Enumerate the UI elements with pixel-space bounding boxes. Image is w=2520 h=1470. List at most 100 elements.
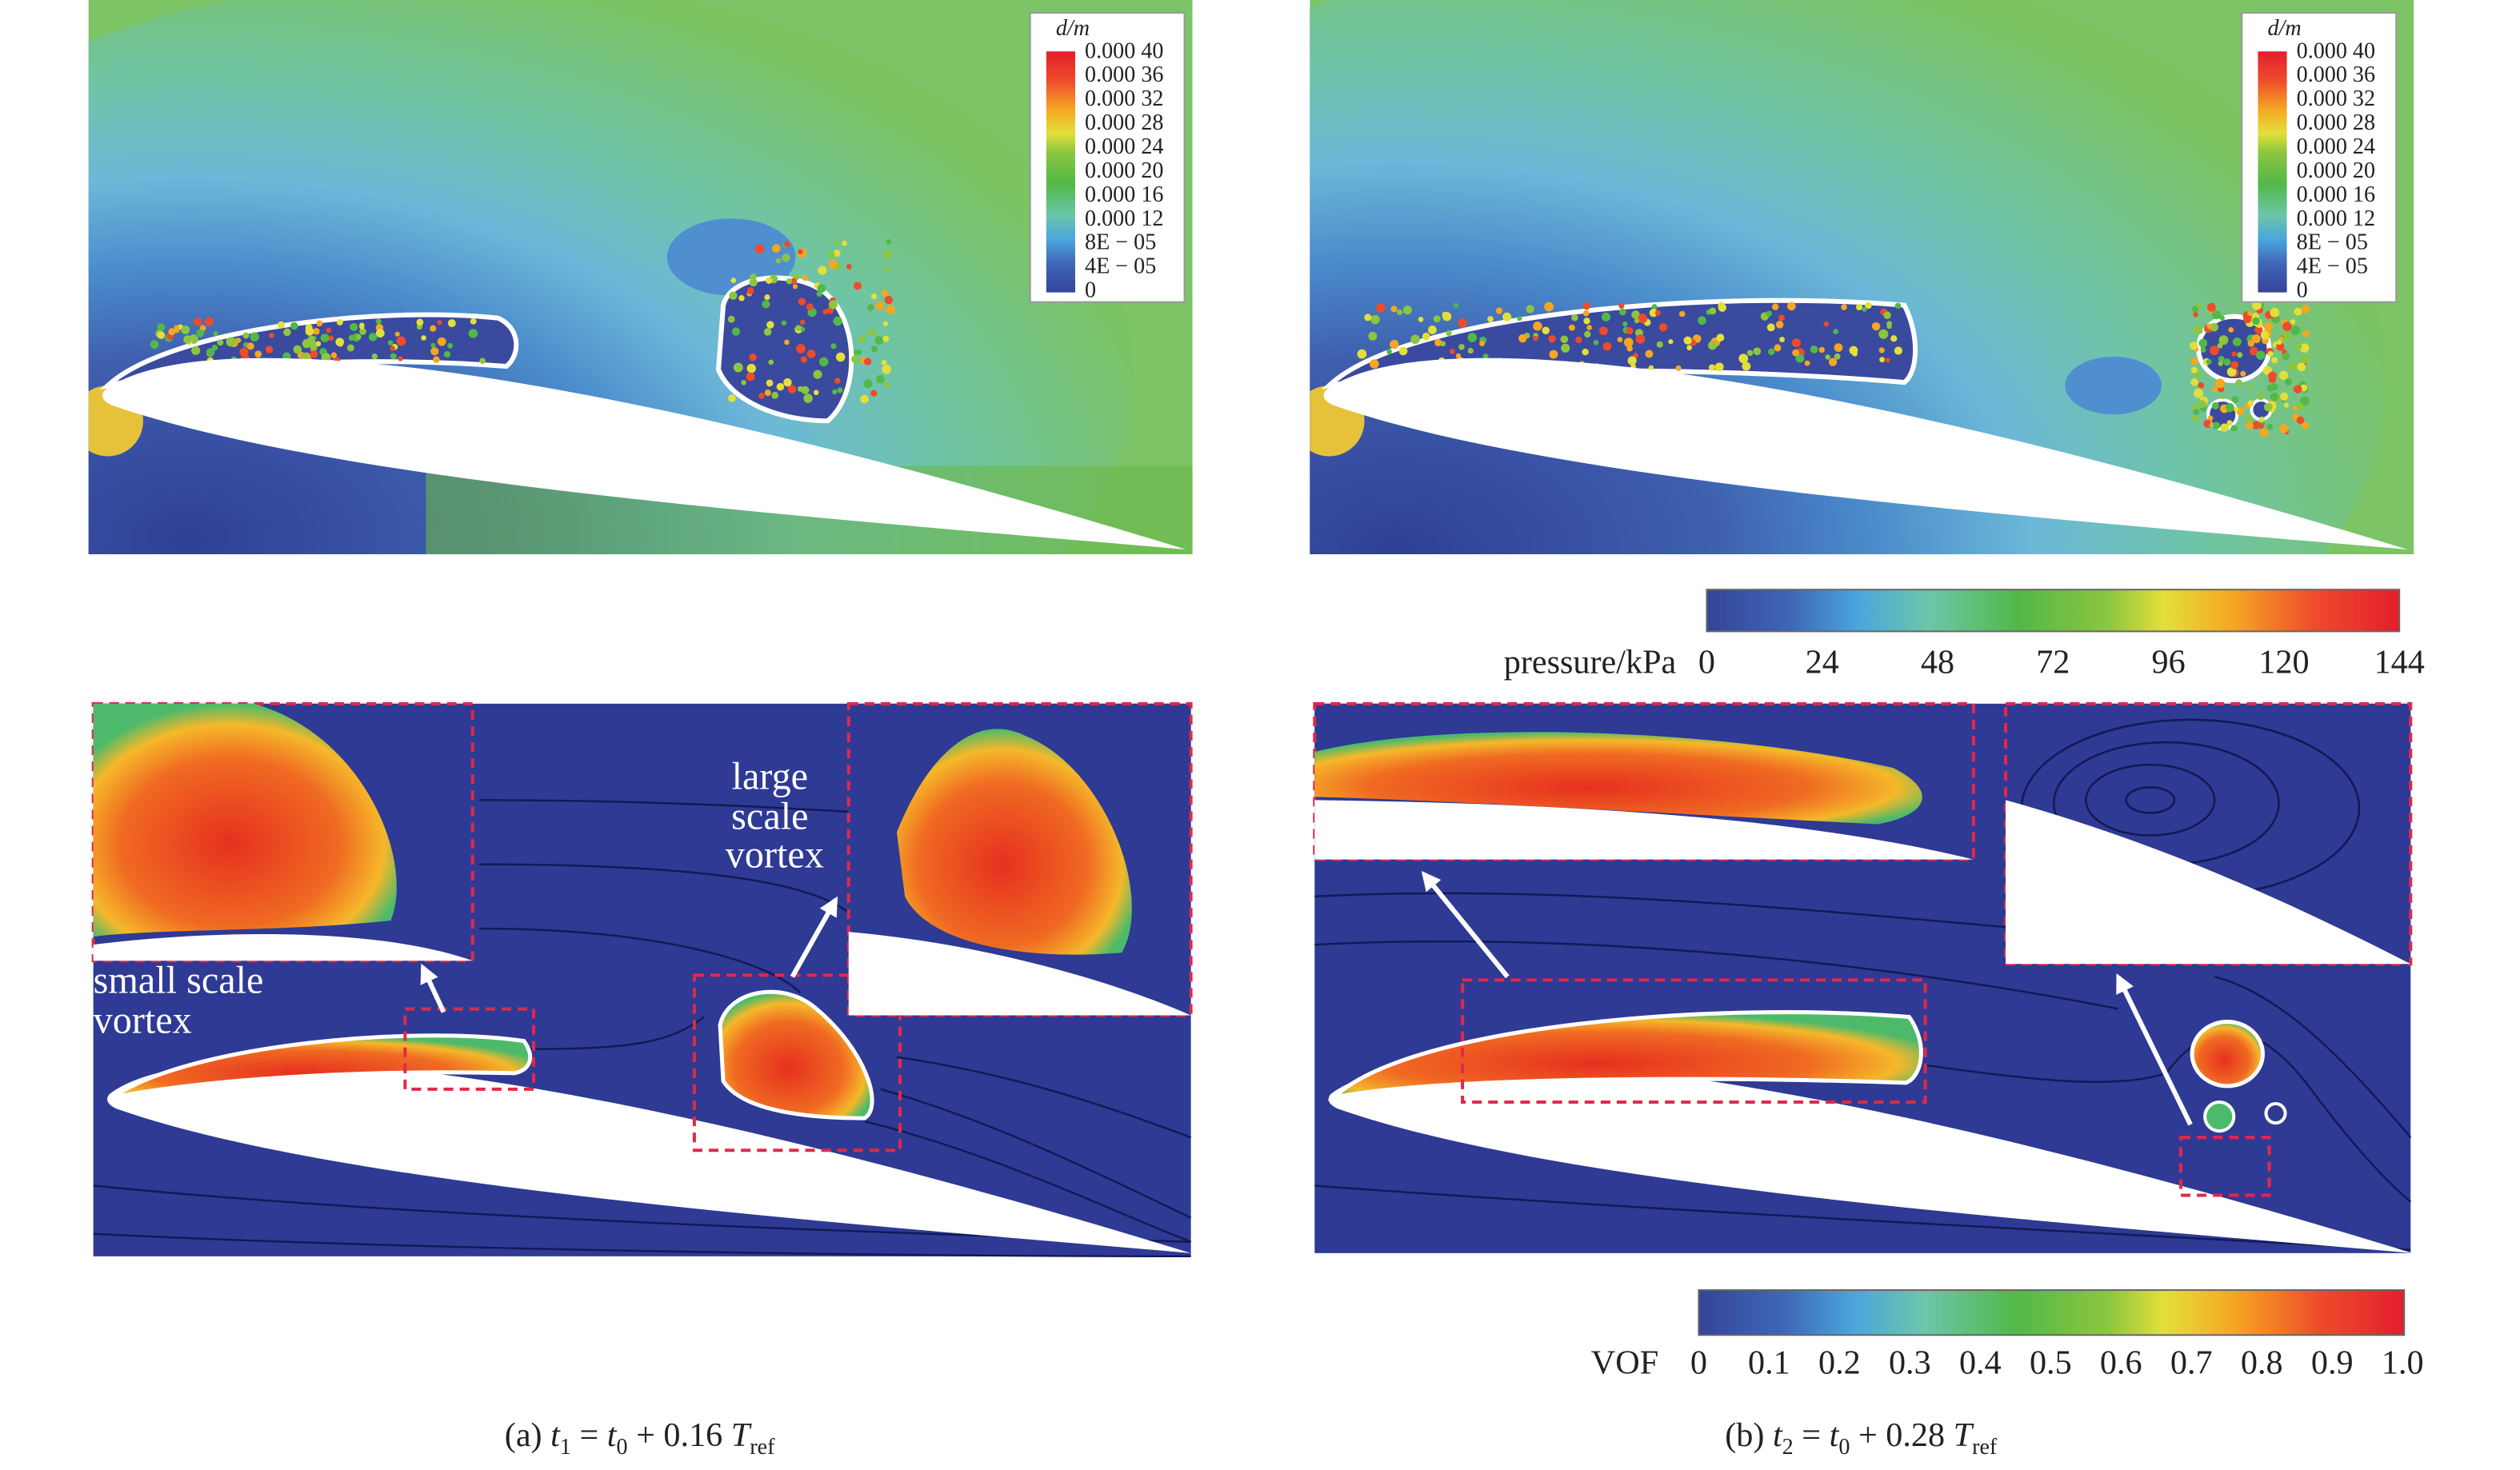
- droplet: [470, 318, 477, 325]
- droplet: [1582, 348, 1589, 356]
- droplet: [336, 318, 343, 326]
- legend-title: d/m: [1056, 16, 1090, 41]
- droplet: [2212, 421, 2221, 430]
- path: [880, 1088, 1192, 1219]
- vof-field-a: [91, 701, 1193, 1258]
- legend-label: 0.000 32: [1085, 86, 1163, 111]
- path: [2006, 800, 2411, 965]
- droplet: [1442, 312, 1452, 322]
- circle: [2203, 1100, 2236, 1133]
- droplet: [800, 356, 807, 363]
- droplet: [2230, 425, 2238, 432]
- droplet: [2191, 415, 2199, 423]
- legend-label: 0.000 16: [2297, 182, 2375, 207]
- caption-part: + 0.16: [628, 1416, 731, 1454]
- droplet: [764, 294, 770, 301]
- droplet: [2204, 419, 2211, 426]
- droplet: [335, 338, 345, 346]
- droplet: [1753, 347, 1762, 356]
- droplet: [1446, 330, 1452, 337]
- droplet: [2290, 326, 2301, 336]
- inset-cavity: [1313, 701, 1975, 861]
- droplet: [1626, 326, 1634, 335]
- path: [1314, 1184, 2411, 1252]
- droplet: [798, 298, 806, 306]
- caption-part: ref: [1972, 1435, 1998, 1460]
- droplet: [2212, 310, 2222, 320]
- droplet: [783, 377, 792, 387]
- droplet: [421, 335, 426, 341]
- droplet: [2228, 327, 2234, 333]
- annotation-line: scale: [731, 796, 808, 838]
- legend-label: 0.000 20: [1085, 158, 1163, 183]
- droplet: [1774, 344, 1782, 352]
- droplet: [1828, 358, 1838, 366]
- path: [1314, 940, 2118, 1010]
- droplet: [2191, 306, 2199, 313]
- droplet: [863, 379, 873, 389]
- droplet: [1410, 334, 1420, 345]
- path: [896, 1056, 1192, 1139]
- droplet: [2206, 302, 2216, 312]
- droplet: [226, 337, 236, 347]
- droplet: [775, 258, 782, 264]
- droplet: [1453, 302, 1458, 308]
- line: [1421, 871, 1510, 979]
- droplet: [1645, 350, 1654, 358]
- droplet: [390, 346, 395, 351]
- droplet: [2192, 403, 2198, 409]
- droplet: [2245, 415, 2253, 423]
- inset-small: [91, 701, 474, 963]
- droplet: [2276, 342, 2285, 351]
- droplet: [1716, 334, 1725, 342]
- droplet: [846, 264, 852, 270]
- droplet: [1549, 350, 1558, 359]
- droplet: [870, 293, 878, 300]
- droplet: [443, 350, 451, 358]
- droplet: [2267, 350, 2274, 357]
- colorbar-tick-label: 0.8: [2241, 1344, 2283, 1381]
- droplet: [2296, 402, 2305, 411]
- droplet: [766, 379, 774, 387]
- droplet: [799, 319, 806, 326]
- droplet: [2225, 402, 2234, 412]
- droplet: [2251, 334, 2261, 344]
- droplet: [2295, 342, 2302, 350]
- droplet: [866, 329, 874, 336]
- droplet: [1634, 318, 1640, 324]
- legend-label: 0.000 20: [2297, 158, 2375, 183]
- droplet: [2211, 401, 2219, 409]
- droplets: [150, 239, 896, 404]
- droplet: [2207, 415, 2214, 421]
- droplet: [781, 320, 787, 326]
- droplet: [787, 385, 797, 393]
- droplet: [293, 345, 302, 354]
- path: [478, 927, 802, 994]
- droplet: [157, 323, 166, 332]
- droplet: [330, 352, 338, 358]
- droplet: [1390, 306, 1398, 313]
- droplet: [1855, 303, 1863, 311]
- path: [1314, 800, 1974, 860]
- droplet: [1778, 314, 1786, 322]
- caption-part: =: [1794, 1416, 1830, 1454]
- line: [790, 896, 838, 978]
- legend-label: 8E − 05: [1085, 230, 1156, 255]
- droplet: [856, 350, 862, 355]
- droplet: [885, 266, 891, 273]
- droplet: [870, 389, 878, 397]
- droplet: [1455, 353, 1462, 359]
- droplet: [396, 336, 406, 346]
- droplet: [2271, 357, 2278, 364]
- droplet: [2251, 421, 2261, 429]
- droplet: [882, 250, 892, 259]
- droplet: [1440, 341, 1446, 347]
- caption-part: (b): [1725, 1416, 1773, 1454]
- path: [897, 729, 1132, 955]
- droplet: [1582, 302, 1591, 310]
- annotation-line: vortex: [726, 834, 824, 877]
- droplet: [2266, 384, 2274, 392]
- droplet: [792, 284, 798, 290]
- droplet: [265, 346, 274, 354]
